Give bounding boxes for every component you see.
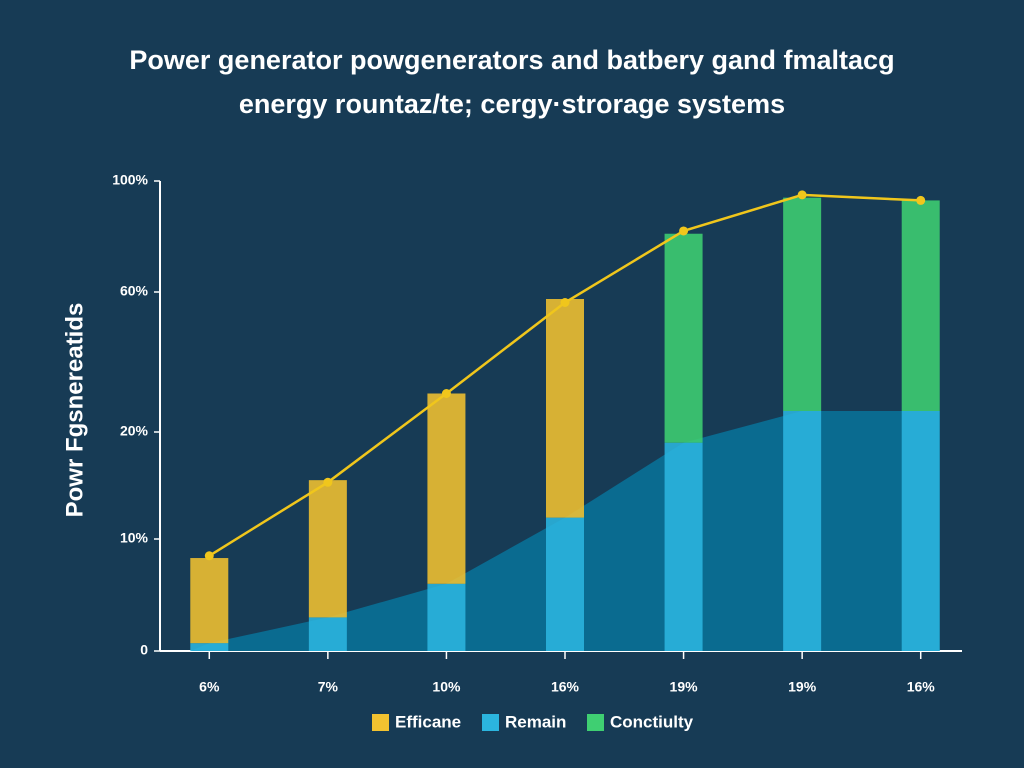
y-tick-label: 60%	[120, 283, 149, 299]
legend-label: Remain	[505, 712, 566, 731]
x-tick-label: 19%	[670, 679, 699, 695]
legend-label: Efficane	[395, 712, 461, 731]
bar-segment	[783, 411, 822, 651]
x-tick-label: 19%	[788, 679, 817, 695]
line-point	[679, 226, 689, 236]
x-tick-label: 7%	[318, 679, 339, 695]
x-tick-label: 10%	[432, 679, 461, 695]
chart-title: Power generator powgenerators and batber…	[129, 45, 894, 75]
legend-swatch	[482, 714, 499, 731]
bar-segment	[546, 299, 584, 518]
y-tick-label: 10%	[120, 530, 149, 546]
bar-segment	[664, 233, 703, 443]
line-point	[323, 477, 333, 487]
bar-segment	[901, 411, 940, 651]
legend-swatch	[372, 714, 389, 731]
legend-swatch	[587, 714, 604, 731]
line-point	[916, 195, 926, 205]
bar-segment	[308, 617, 347, 651]
x-tick-label: 6%	[199, 679, 220, 695]
x-tick-label: 16%	[551, 679, 580, 695]
bar-segment	[190, 643, 229, 651]
bar-segment	[190, 558, 229, 644]
bar-segment	[664, 442, 703, 651]
y-tick-label: 20%	[120, 423, 149, 439]
bar-segment	[427, 583, 466, 651]
bar-segment	[427, 393, 466, 584]
y-axis-label: Powr Fgsnereatids	[61, 303, 88, 518]
legend-label: Conctiulty	[610, 712, 694, 731]
x-tick-label: 16%	[907, 679, 936, 695]
line-point	[560, 298, 570, 307]
y-tick-label: 100%	[112, 172, 148, 188]
bar-segment	[308, 480, 347, 618]
line-point	[204, 551, 214, 561]
bar-segment	[783, 197, 822, 411]
bar-segment	[546, 517, 584, 651]
chart-subtitle: energy rountaz/te; cergy·strorage system…	[239, 89, 785, 119]
line-point	[441, 389, 451, 398]
y-tick-label: 0	[140, 642, 148, 658]
bar-segment	[901, 200, 940, 411]
line-point	[797, 190, 807, 200]
